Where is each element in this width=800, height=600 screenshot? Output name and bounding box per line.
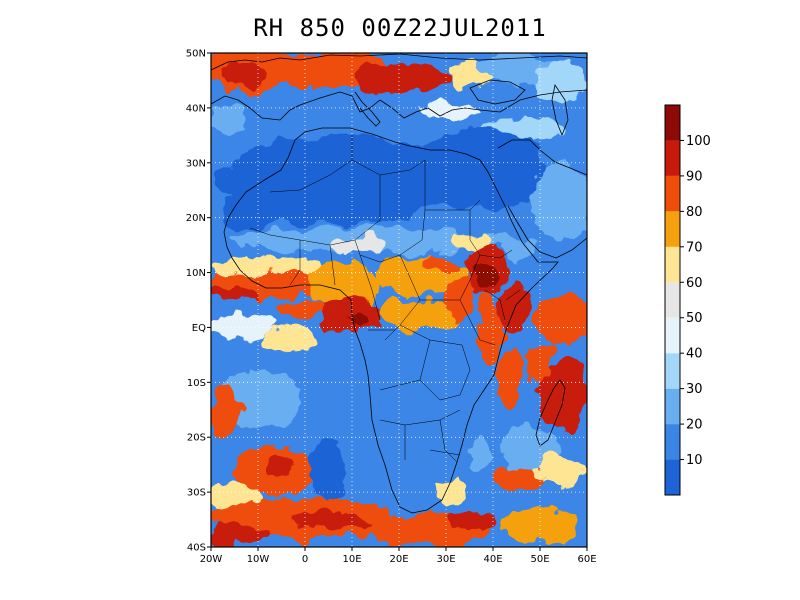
graticule — [211, 53, 587, 547]
lat-tick-label: EQ — [192, 323, 206, 334]
colorbar-label: 40 — [686, 347, 703, 362]
lat-tick-label: 20S — [187, 433, 206, 444]
colorbar-label: 60 — [686, 276, 703, 291]
colorbar-segment — [665, 353, 680, 389]
colorbar-segment — [665, 211, 680, 247]
colorbar-segment — [665, 388, 680, 425]
lon-tick-label: 10E — [342, 554, 361, 565]
lon-tick-label: 20W — [200, 554, 223, 565]
colorbar-segment — [665, 246, 680, 283]
arabia-coastline — [497, 139, 587, 259]
lon-tick-label: 10W — [247, 554, 270, 565]
colorbar-segment — [665, 140, 680, 176]
longitude-axis: 20W 10W 0 10E 20E 30E 40E 50E 60E — [200, 547, 597, 565]
colorbar-label: 100 — [686, 134, 711, 149]
lat-tick-label: 30S — [187, 488, 206, 499]
colorbar-segment — [665, 175, 680, 212]
colorbar-segment — [665, 424, 680, 460]
europe-coastline — [211, 89, 587, 121]
country-borders — [249, 135, 521, 463]
latitude-axis: 50N 40N 30N 20N 10N EQ 10S 20S 30S 40S — [186, 49, 211, 554]
lon-tick-label: 60E — [577, 554, 596, 565]
rh-field — [211, 53, 587, 547]
lon-tick-label: 20E — [389, 554, 408, 565]
border-lines — [249, 135, 521, 463]
lat-tick-label: 10S — [187, 378, 206, 389]
colorbar-label: 90 — [686, 169, 703, 184]
lon-tick-label: 0 — [302, 554, 308, 565]
colorbar-frame — [664, 104, 681, 496]
lon-tick-label: 40E — [483, 554, 502, 565]
colorbar-label: 50 — [686, 311, 703, 326]
map-title: RH 850 00Z22JUL2011 — [253, 14, 547, 42]
colorbar: 10 20 30 40 50 60 70 80 90 100 — [664, 104, 711, 496]
lat-tick-label: 20N — [186, 213, 206, 224]
colorbar-label: 70 — [686, 240, 703, 255]
colorbar-segment — [665, 317, 680, 354]
lat-tick-label: 40N — [186, 103, 206, 114]
europe-north-coastline — [211, 53, 587, 71]
lat-tick-label: 50N — [186, 49, 206, 60]
black-sea-coastline — [469, 79, 526, 105]
lon-tick-label: 30E — [436, 554, 455, 565]
colorbar-label: 10 — [686, 453, 703, 468]
colorbar-segment — [665, 282, 680, 318]
colorbar-label: 80 — [686, 205, 703, 220]
lat-tick-label: 10N — [186, 268, 206, 279]
colorbar-segment — [665, 459, 680, 495]
caspian-coastline — [551, 83, 569, 137]
colorbar-label: 20 — [686, 418, 703, 433]
italy-coastline — [354, 91, 381, 127]
lon-tick-label: 50E — [530, 554, 549, 565]
lat-tick-label: 40S — [187, 543, 206, 554]
colorbar-segment — [665, 105, 680, 141]
colorbar-label: 30 — [686, 382, 703, 397]
lat-tick-label: 30N — [186, 158, 206, 169]
